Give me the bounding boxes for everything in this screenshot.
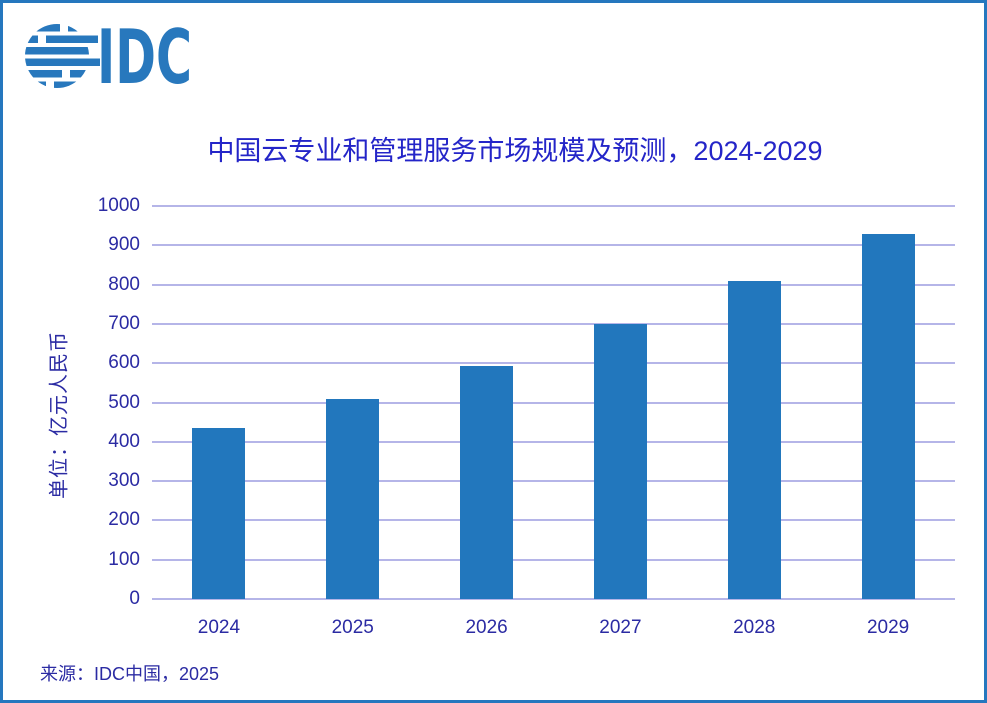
bar-chart-plot-area: 0 100 200 300 400 500 600 700 800 900 1000 2024 2025… [3,3,984,700]
bar-2024 [192,428,246,599]
x-tick-label-2025: 2025 [331,617,374,638]
gridline-100 [152,558,955,561]
y-tick-label-1000: 1000 [97,195,140,216]
idc-logo: IDC [25,14,192,90]
x-tick-label-2024: 2024 [197,617,241,638]
gridline-600 [152,362,955,365]
y-tick-label-600: 600 [108,352,140,374]
gridline-1000 [152,205,955,207]
y-tick-label-500: 500 [108,391,140,413]
y-tick-label-900: 900 [108,234,140,256]
y-tick-label-200: 200 [108,509,140,531]
y-tick-label-0: 0 [129,588,140,609]
y-tick-label-300: 300 [108,470,140,492]
gridline-800 [152,283,955,286]
y-tick-label-400: 400 [108,430,140,452]
chart-title: 中国云专业和管理服务市场规模及预测，2024-2029 [207,136,823,166]
x-tick-label-2028: 2028 [733,617,776,638]
bar-2025 [326,398,380,599]
x-tick-label-2027: 2027 [599,617,642,638]
bar-2027 [593,323,647,599]
gridline-400 [152,440,955,443]
y-tick-label-700: 700 [108,312,140,334]
gridline-0 [152,598,955,600]
bar-2029 [861,234,915,599]
x-tick-label-2029: 2029 [866,617,910,638]
y-tick-label-100: 100 [108,548,140,570]
gridline-900 [152,244,955,247]
bar-2026 [460,365,514,599]
source-note: 来源：IDC中国，2025 [40,664,220,684]
gridline-200 [152,519,955,522]
gridline-700 [152,322,955,325]
gridline-500 [152,401,955,404]
x-tick-label-2026: 2026 [465,617,508,638]
gridline-300 [152,480,955,483]
bar-2028 [727,281,781,599]
idc-wordmark: IDC [97,14,192,90]
y-tick-label-800: 800 [108,273,140,295]
